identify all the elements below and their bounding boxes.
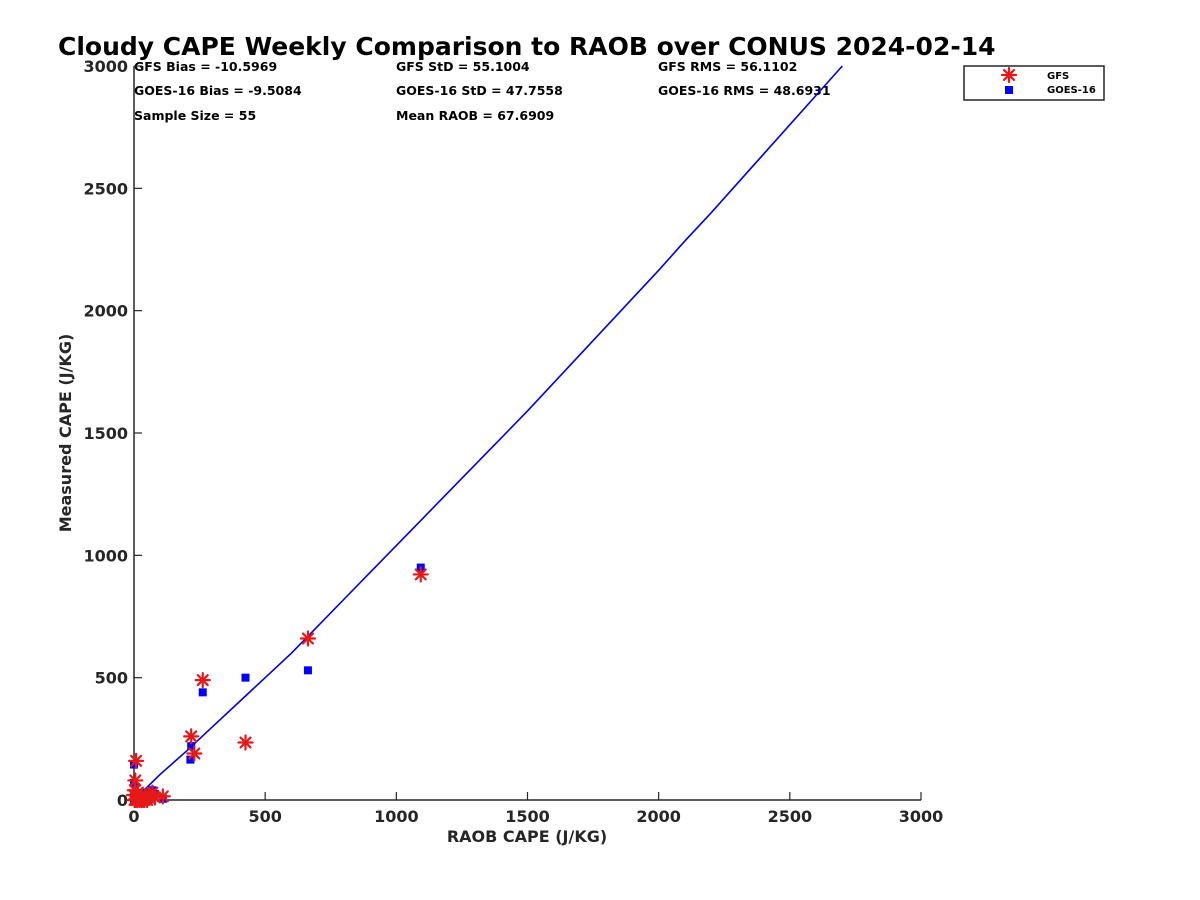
goes16-point — [130, 760, 138, 769]
stat-goes16-bias: GOES-16 Bias = -9.5084 — [134, 83, 302, 98]
gfs-point — [127, 772, 144, 789]
gfs-point — [194, 672, 211, 689]
goes16-point — [187, 742, 196, 751]
y-axis-label: Measured CAPE (J/KG) — [56, 334, 75, 533]
stat-mean-raob: Mean RAOB = 67.6909 — [396, 108, 554, 123]
x-tick-label: 500 — [248, 807, 281, 826]
y-tick-label: 3000 — [83, 57, 128, 76]
y-tick-label: 0 — [117, 791, 128, 810]
x-tick-label: 2500 — [768, 807, 813, 826]
legend-gfs-label: GFS — [1047, 71, 1069, 82]
x-tick-label: 2000 — [636, 807, 681, 826]
gfs-point — [186, 745, 203, 762]
stat-gfs-bias: GFS Bias = -10.5969 — [134, 59, 277, 74]
legend-box — [963, 65, 1105, 101]
legend-gfs-asterisk — [1000, 66, 1018, 84]
legend-goes16-label: GOES-16 — [1047, 85, 1096, 96]
gfs-point — [183, 728, 200, 745]
x-tick-label: 3000 — [899, 807, 944, 826]
goes16-point — [303, 666, 312, 675]
gfs-point — [127, 752, 145, 769]
gfs-point — [237, 734, 254, 751]
stat-sample-size: Sample Size = 55 — [134, 108, 256, 123]
data-points — [125, 563, 429, 809]
x-tick-label: 1500 — [505, 807, 550, 826]
y-tick-label: 2500 — [83, 179, 128, 198]
y-tick-label: 500 — [95, 669, 128, 688]
reference-line — [133, 65, 843, 801]
reference-line-path — [133, 65, 843, 801]
legend-goes16-marker — [1005, 86, 1013, 94]
x-axis-label: RAOB CAPE (J/KG) — [447, 827, 607, 846]
x-tick-label: 0 — [128, 807, 139, 826]
stat-gfs-rms: GFS RMS = 56.1102 — [658, 59, 797, 74]
gfs-point — [299, 630, 317, 647]
gfs-point — [412, 566, 429, 583]
x-tick-label: 1000 — [374, 807, 419, 826]
y-tick-label: 1500 — [83, 424, 128, 443]
axes: 0 500 1000 1500 2000 2500 3000 0 500 1000 1500 2000… — [83, 57, 943, 826]
y-tick-label: 2000 — [83, 302, 128, 321]
stats-block: GFS Bias = -10.5969 GFS StD = 55.1004 GF… — [134, 59, 831, 123]
chart-title: Cloudy CAPE Weekly Comparison to RAOB ov… — [58, 32, 996, 61]
legend: GFS GOES-16 — [963, 65, 1105, 101]
y-tick-label: 1000 — [83, 546, 128, 565]
gfs-point — [134, 791, 151, 809]
legend-gfs-marker — [1000, 66, 1018, 84]
stat-goes16-std: GOES-16 StD = 47.7558 — [396, 83, 563, 98]
goes16-point — [198, 688, 207, 697]
gfs-point — [146, 789, 164, 806]
stat-goes16-rms: GOES-16 RMS = 48.6931 — [658, 83, 831, 98]
goes16-point — [186, 755, 195, 764]
stat-gfs-std: GFS StD = 55.1004 — [396, 59, 530, 74]
goes16-point — [241, 673, 250, 682]
